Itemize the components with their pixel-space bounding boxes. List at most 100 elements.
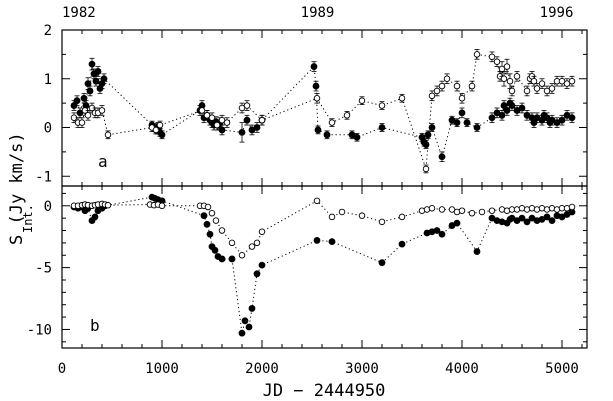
data-point-filled — [238, 329, 246, 337]
data-point-filled — [473, 248, 481, 255]
data-point-filled — [310, 63, 318, 70]
data-point-filled — [424, 131, 432, 139]
data-point-open — [468, 82, 476, 90]
y-axis-title: S (Jy km/s) Int. — [7, 132, 35, 245]
data-point-filled — [253, 124, 261, 131]
data-point-filled — [243, 116, 251, 124]
data-point-open — [558, 77, 566, 85]
svg-text:Int.: Int. — [21, 204, 35, 233]
data-point-open — [343, 112, 351, 119]
data-point-open — [208, 114, 216, 121]
x-axis-title: JD − 2444950 — [263, 381, 386, 401]
data-point-filled — [253, 270, 261, 278]
data-point-open — [158, 202, 166, 210]
data-point-open — [313, 197, 321, 205]
svg-text:S (Jy km/s): S (Jy km/s) — [7, 132, 27, 245]
data-point-open — [488, 207, 496, 214]
data-point-open — [530, 77, 538, 85]
data-point-open — [568, 77, 576, 85]
data-point-filled — [458, 109, 466, 117]
data-point-filled — [314, 126, 322, 134]
data-point-open — [443, 75, 451, 82]
data-point-filled — [568, 114, 576, 122]
data-point-open — [198, 107, 206, 114]
data-point-filled — [488, 114, 496, 122]
x-tick-label: 5000 — [545, 361, 579, 377]
top-axis-label-1989: 1989 — [301, 5, 335, 21]
panel-a-y-tick-label: 1 — [44, 72, 52, 88]
data-point-filled — [518, 104, 526, 112]
x-tick-label: 1000 — [145, 361, 179, 377]
data-point-filled — [73, 97, 81, 105]
data-point-filled — [218, 126, 226, 134]
data-point-filled — [248, 305, 256, 312]
data-point-open — [338, 208, 346, 216]
data-point-open — [104, 131, 112, 139]
panel-b-series-open-line — [74, 200, 573, 257]
data-point-filled — [498, 111, 506, 119]
data-point-open — [538, 80, 546, 87]
panel-a-plot: -1 0 1 2 — [35, 23, 588, 187]
data-point-open — [238, 104, 246, 112]
data-point-open — [152, 126, 160, 134]
data-point-filled — [378, 124, 386, 131]
panel-a-y-tick-label: -1 — [35, 169, 52, 185]
data-point-open — [98, 107, 106, 114]
panel-b-y-tick-label: -5 — [35, 261, 52, 277]
data-point-open — [258, 116, 266, 124]
data-point-open — [223, 119, 231, 126]
panel-a-y-tick-label: 2 — [44, 23, 52, 39]
top-axis-label-1982: 1982 — [62, 5, 96, 21]
data-point-filled — [473, 124, 481, 131]
data-point-filled — [91, 213, 99, 221]
data-point-filled — [353, 133, 361, 141]
y-axis-title-main: S (Jy km/s) — [7, 132, 27, 245]
data-point-open — [533, 85, 541, 92]
panel-b-frame — [61, 185, 588, 349]
data-point-filled — [398, 240, 406, 248]
x-tick-label: 0 — [58, 361, 66, 377]
data-point-open — [212, 217, 220, 224]
data-point-filled — [228, 255, 236, 263]
data-point-filled — [463, 119, 471, 127]
data-point-open — [478, 208, 486, 216]
data-point-open — [208, 209, 216, 217]
data-point-open — [84, 112, 92, 119]
data-point-open — [238, 252, 246, 259]
data-point-filled — [258, 261, 266, 269]
data-point-filled — [328, 238, 336, 246]
data-point-filled — [238, 128, 246, 136]
data-point-open — [433, 87, 441, 95]
data-point-filled — [523, 218, 531, 226]
panel-b-label: b — [90, 316, 100, 335]
data-point-open — [78, 119, 86, 126]
data-point-open — [493, 58, 501, 65]
data-point-open — [563, 80, 571, 87]
data-point-open — [448, 206, 456, 213]
panel-b-y-tick-label: -10 — [27, 322, 52, 338]
data-point-open — [568, 203, 576, 211]
x-tick-label: 2000 — [245, 361, 279, 377]
panel-a-y-tick-label: 0 — [44, 121, 52, 137]
data-point-open — [500, 75, 508, 82]
panel-b-plot: -10 -5 0 — [27, 185, 588, 349]
data-point-filled — [80, 94, 88, 102]
data-point-open — [422, 165, 430, 173]
data-point-open — [204, 203, 212, 211]
data-point-filled — [88, 60, 96, 68]
data-point-filled — [312, 82, 320, 90]
data-point-filled — [211, 246, 219, 254]
data-point-open — [378, 218, 386, 226]
data-point-open — [513, 73, 521, 80]
data-point-open — [548, 85, 556, 92]
data-point-open — [506, 77, 514, 85]
panel-b-y-tick-label: 0 — [44, 199, 52, 215]
data-point-open — [458, 207, 466, 214]
x-tick-label: 4000 — [445, 361, 479, 377]
data-point-filled — [543, 213, 551, 221]
data-point-open — [328, 213, 336, 221]
data-point-filled — [94, 68, 102, 75]
data-point-open — [428, 205, 436, 212]
data-point-filled — [92, 77, 100, 85]
